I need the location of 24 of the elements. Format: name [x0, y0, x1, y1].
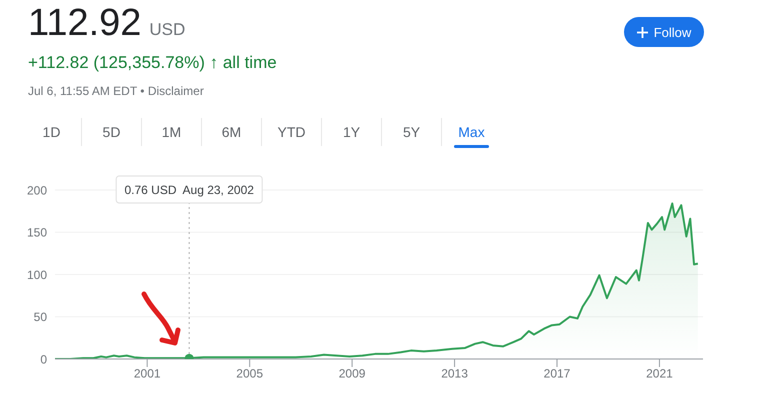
y-tick-label: 200	[26, 183, 48, 198]
x-tick-label: 2013	[441, 366, 468, 381]
follow-button: Follow	[624, 17, 704, 47]
text: 1M	[141, 118, 201, 146]
text: 6M	[201, 118, 261, 146]
text: 5Y	[381, 118, 441, 146]
x-tick-label: 2021	[646, 366, 674, 381]
chart-title: 112.92 USD	[28, 2, 186, 44]
text: Max	[441, 118, 501, 146]
text: 1Y	[321, 118, 381, 146]
text: 5D	[81, 118, 141, 146]
y-tick-label: 100	[26, 268, 48, 282]
text: YTD	[261, 118, 321, 146]
x-tick-label: 2001	[134, 366, 161, 381]
y-tick-label: 50	[34, 310, 48, 324]
x-tick-label: 2009	[338, 366, 366, 381]
chart-subtitle: +112.82 (125,355.78%) ↑ all time	[28, 53, 277, 73]
y-tick-label: 150	[26, 226, 48, 240]
x-tick-label: 2005	[236, 366, 264, 381]
ref-line-label: 0.76 USD Aug 23, 2002	[124, 183, 254, 197]
text: 1D	[42, 123, 62, 142]
text: Jul 6, 11:55 AM EDT • Disclaimer	[28, 84, 204, 98]
x-tick-label: 2017	[544, 366, 571, 381]
y-tick-label: 0	[40, 352, 48, 366]
